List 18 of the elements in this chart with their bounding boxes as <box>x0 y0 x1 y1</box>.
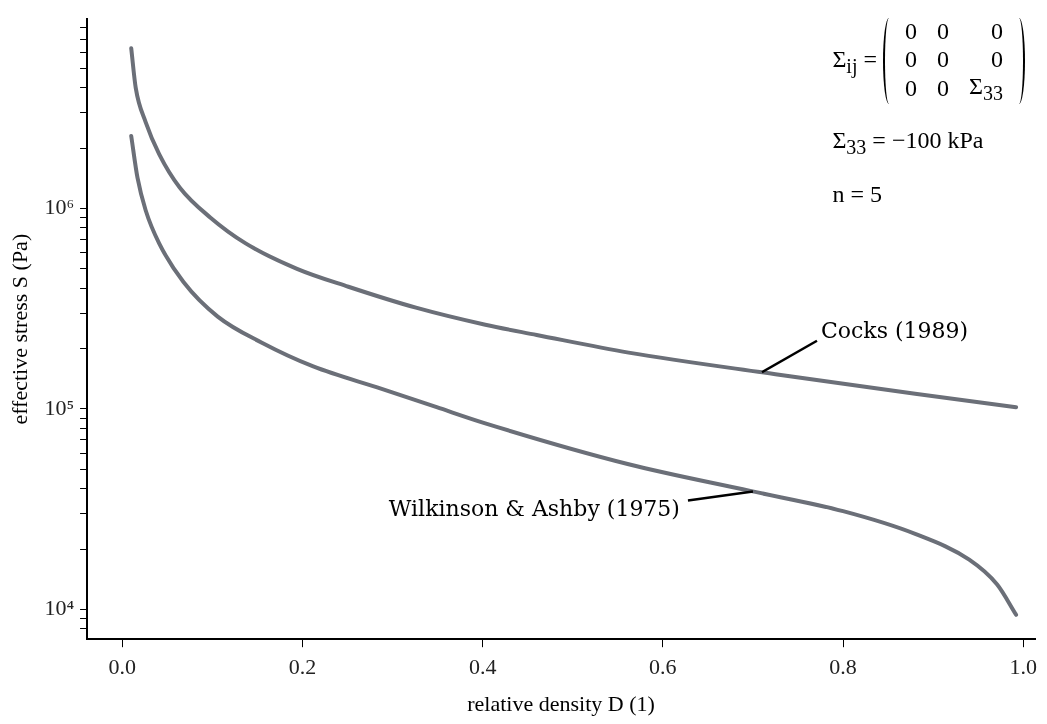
x-tick-label: 0.4 <box>468 654 497 680</box>
x-tick-label: 0.0 <box>108 654 136 680</box>
y-axis-title: effective stress S (Pa) <box>6 233 32 425</box>
x-axis-title: relative density D (1) <box>467 690 655 716</box>
series-label: Wilkinson & Ashby (1975) <box>388 496 680 522</box>
x-tick-label: 0.6 <box>649 654 677 680</box>
x-tick-label: 1.0 <box>1009 654 1038 680</box>
annotation: Σ$_{33}$ = −100 kPa <box>832 126 985 159</box>
y-tick-label: 10⁶ <box>44 194 75 220</box>
annotation: n = 5 <box>832 180 883 208</box>
line-series <box>129 46 1019 410</box>
line-series <box>129 134 1019 617</box>
y-tick-label: 10⁴ <box>44 595 75 621</box>
x-tick-label: 0.2 <box>288 654 317 680</box>
text: Σ$_{ij}$ = 0 0 0 0 0 0 0 0 Σ$_{33}$ <box>832 18 1003 104</box>
x-tick-label: 0.8 <box>829 654 857 680</box>
y-tick-label: 10⁵ <box>44 394 75 420</box>
series-label: Cocks (1989) <box>820 318 969 344</box>
